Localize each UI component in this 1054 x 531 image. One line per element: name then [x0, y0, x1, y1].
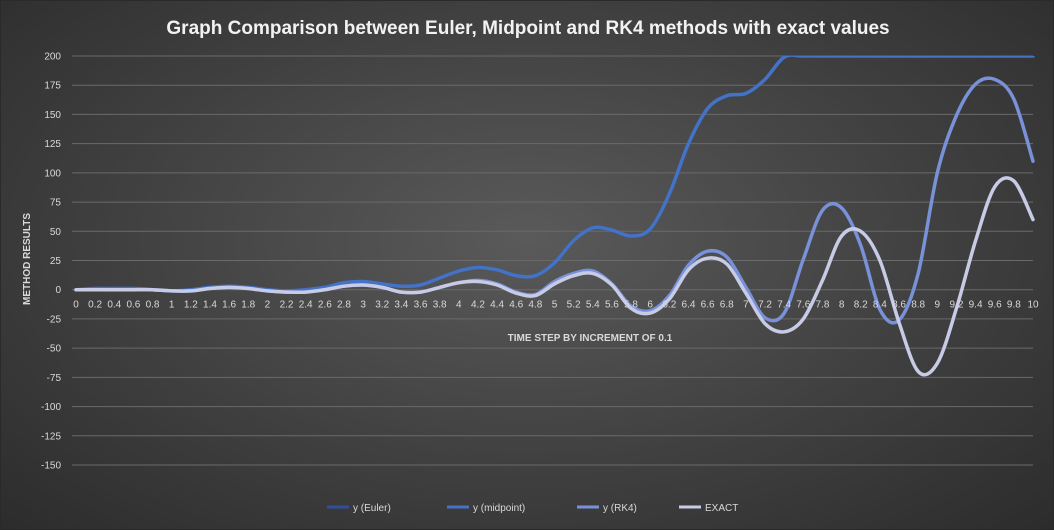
x-tick-label: 3.2: [375, 300, 389, 311]
x-tick-label: 6.6: [701, 300, 715, 311]
x-tick-label: 1.4: [203, 300, 217, 311]
x-tick-label: 6.8: [720, 300, 734, 311]
x-tick-label: 3.8: [433, 300, 447, 311]
x-tick-label: 4.8: [528, 300, 542, 311]
x-tick-label: 4.4: [490, 300, 504, 311]
x-tick-label: 5: [552, 300, 558, 311]
y-tick-label: 0: [55, 285, 61, 296]
y-tick-label: 25: [50, 256, 62, 267]
x-tick-label: 6.2: [662, 300, 676, 311]
x-tick-label: 3.6: [414, 300, 428, 311]
chart-title: Graph Comparison between Euler, Midpoint…: [166, 18, 889, 39]
y-tick-label: 75: [50, 198, 62, 209]
x-tick-label: 1.8: [241, 300, 255, 311]
x-tick-label: 2.2: [280, 300, 294, 311]
series-group: [74, 56, 1035, 377]
x-tick-label: 3.4: [394, 300, 408, 311]
x-tick-label: 2.8: [337, 300, 351, 311]
y-tick-label: 200: [44, 52, 61, 63]
x-tick-label: 7.6: [796, 300, 810, 311]
x-tick-label: 9.4: [969, 300, 983, 311]
x-tick-label: 8: [839, 300, 845, 311]
legend: y (Euler) y (midpoint) y (RK4) EXACT: [327, 503, 738, 514]
y-tick-label: -75: [47, 373, 62, 384]
x-tick-label: 8.8: [911, 300, 925, 311]
x-tick-label: 1: [169, 300, 175, 311]
y-tick-label: -50: [47, 344, 62, 355]
x-tick-label: 0.6: [126, 300, 140, 311]
x-tick-label: 8.4: [873, 300, 887, 311]
x-tick-label: 5.8: [624, 300, 638, 311]
x-tick-label: 9.8: [1007, 300, 1021, 311]
x-tick-label: 5.6: [605, 300, 619, 311]
x-tick-label: 4.6: [509, 300, 523, 311]
x-tick-label: 7.8: [816, 300, 830, 311]
x-tick-label: 6.4: [682, 300, 696, 311]
x-tick-label: 9.2: [949, 300, 963, 311]
legend-label: EXACT: [705, 503, 738, 514]
x-tick-label: 0.8: [146, 300, 160, 311]
x-tick-label: 5.4: [586, 300, 600, 311]
x-tick-label: 4: [456, 300, 462, 311]
x-tick-label: 8.6: [892, 300, 906, 311]
x-tick-label: 0.2: [88, 300, 102, 311]
x-tick-label: 3: [360, 300, 366, 311]
x-tick-label: 7: [743, 300, 749, 311]
y-tick-label: 125: [44, 139, 61, 150]
x-tick-label: 7.2: [758, 300, 772, 311]
y-tick-label: 150: [44, 110, 61, 121]
x-tick-label: 1.2: [184, 300, 198, 311]
y-tick-label: 100: [44, 168, 61, 179]
x-tick-label: 9: [935, 300, 941, 311]
x-tick-label: 2: [265, 300, 271, 311]
legend-label: y (RK4): [603, 503, 637, 514]
grid: [72, 55, 1033, 466]
x-tick-label: 6: [647, 300, 653, 311]
x-tick-label: 2.6: [318, 300, 332, 311]
x-tick-label: 1.6: [222, 300, 236, 311]
x-axis-ticks: 0 0.2 0.4 0.6 0.8 1 1.2 1.4 1.6 1.8 2 2.2 2.4 2.6 2.8 3…: [73, 300, 1039, 311]
x-tick-label: 9.6: [988, 300, 1002, 311]
x-tick-label: 5.2: [567, 300, 581, 311]
legend-label: y (Euler): [353, 503, 391, 514]
y-axis-title: METHOD RESULTS: [22, 213, 33, 305]
y-tick-label: 50: [50, 227, 62, 238]
y-tick-label: 175: [44, 81, 61, 92]
legend-label: y (midpoint): [473, 503, 525, 514]
x-tick-label: 0.4: [107, 300, 121, 311]
series-line-0: [74, 56, 787, 293]
series-line-3: [74, 176, 1035, 377]
x-tick-label: 2.4: [299, 300, 313, 311]
x-axis-title: TIME STEP BY INCREMENT OF 0.1: [508, 333, 673, 344]
x-tick-label: 7.4: [777, 300, 791, 311]
x-tick-label: 0: [73, 300, 79, 311]
y-tick-label: -125: [41, 431, 61, 442]
x-tick-label: 8.2: [854, 300, 868, 311]
y-axis-ticks: 200 175 150 125 100 75 50 25 0 -25 -50 -75 -100 -125 -…: [41, 52, 61, 472]
y-tick-label: -25: [47, 314, 62, 325]
x-tick-label: 10: [1027, 300, 1039, 311]
x-tick-label: 4.2: [471, 300, 485, 311]
y-tick-label: -150: [41, 461, 61, 472]
y-tick-label: -100: [41, 402, 61, 413]
